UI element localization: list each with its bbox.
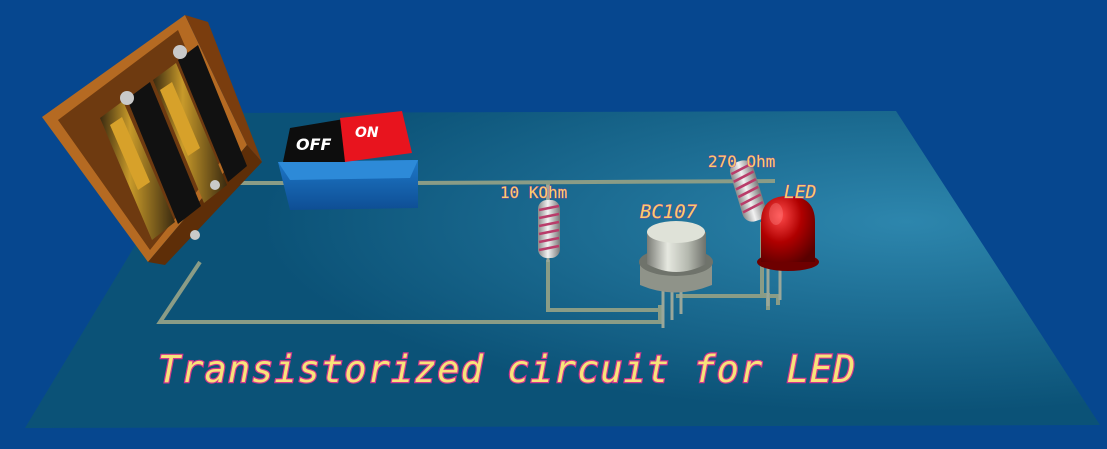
switch-on-side xyxy=(340,111,412,162)
switch-off-label: OFF xyxy=(296,135,332,154)
switch-off-side xyxy=(283,118,350,162)
wire-resistor-base xyxy=(546,260,663,312)
wire-switch-rail xyxy=(409,179,776,185)
power-switch[interactable]: OFF ON xyxy=(278,111,418,210)
switch-on-label: ON xyxy=(355,125,379,141)
battery-springs xyxy=(120,45,220,240)
resistor-base xyxy=(538,185,560,262)
battery-cells xyxy=(100,45,247,240)
transistor-icon xyxy=(639,221,713,328)
resistor-led-label: 270 Ohm xyxy=(708,152,775,171)
transistor-label: BC107 xyxy=(640,201,698,223)
circuit-title: Transistorized circuit for LED xyxy=(158,348,856,391)
resistor-base-label: 10 KOhm xyxy=(500,183,567,202)
wire-collector-led xyxy=(676,294,780,305)
wire-ground xyxy=(156,260,662,324)
battery-pack-icon xyxy=(42,15,262,265)
led-label: LED xyxy=(784,182,817,203)
led-icon xyxy=(757,196,819,306)
